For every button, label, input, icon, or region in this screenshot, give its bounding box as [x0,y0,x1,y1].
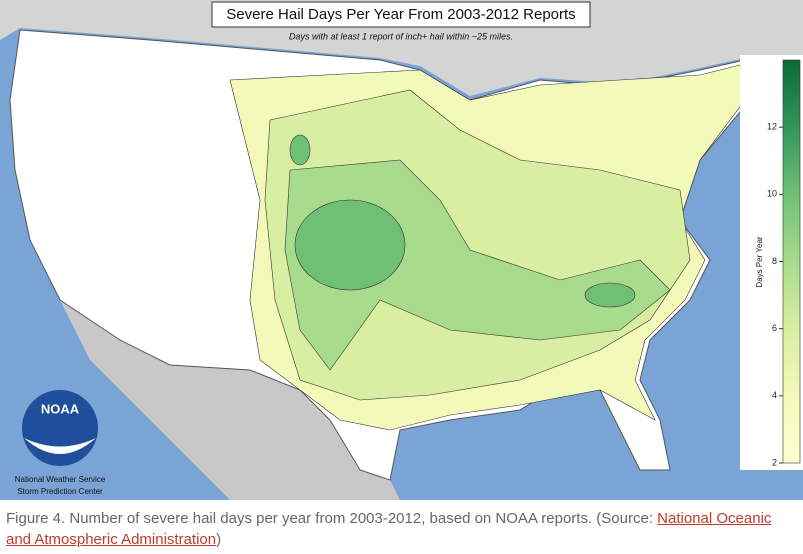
colorbar-tick-label: 4 [772,390,777,400]
map-title: Severe Hail Days Per Year From 2003-2012… [226,6,575,23]
logo-line: National Weather Service [15,475,106,484]
noaa-logo-wave [24,438,96,454]
colorbar-tick-label: 2 [772,457,777,467]
logo-name: NOAA [41,401,80,416]
caption: Figure 4. Number of severe hail days per… [6,508,796,550]
contour-10 [289,134,311,166]
mexico [60,300,400,500]
colorbar [782,59,801,464]
canada [0,0,803,96]
caption-text: Figure 4. Number of severe hail days per… [6,510,658,527]
caption-close: ) [216,531,222,548]
map: Severe Hail Days Per Year From 2003-2012… [0,0,803,500]
title-box [211,1,591,28]
colorbar-tick-label: 12 [767,122,777,132]
caption-link[interactable]: National Oceanic and Atmospheric Adminis… [6,510,772,548]
contour-10 [294,199,406,291]
logo-line: Storm Prediction Center [17,487,103,496]
contour-10 [584,282,636,308]
map-subtitle: Days with at least 1 report of inch+ hai… [289,31,513,41]
colorbar-tick-label: 8 [772,256,777,266]
colorbar-label: Days Per Year [755,236,764,287]
colorbar-tick-label: 10 [767,189,777,199]
colorbar-tick-label: 6 [772,323,777,333]
